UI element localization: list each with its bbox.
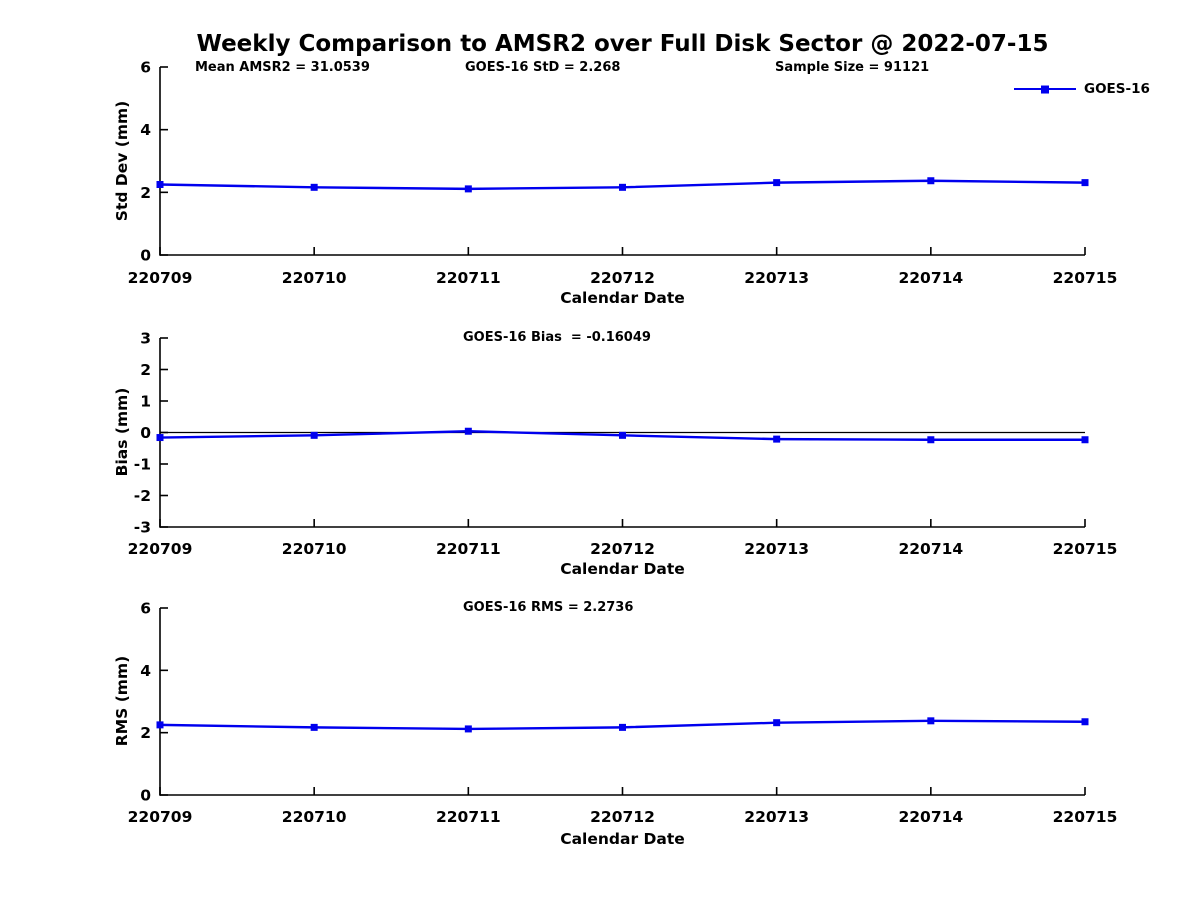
svg-text:2: 2 (140, 724, 151, 742)
svg-text:4: 4 (140, 121, 151, 139)
svg-text:220711: 220711 (436, 808, 501, 826)
svg-text:-2: -2 (134, 487, 151, 505)
svg-text:0: 0 (140, 247, 151, 265)
svg-text:220713: 220713 (744, 540, 809, 558)
svg-text:-1: -1 (134, 456, 151, 474)
svg-text:4: 4 (140, 662, 151, 680)
svg-text:220709: 220709 (128, 540, 193, 558)
svg-text:220713: 220713 (744, 269, 809, 287)
svg-text:220711: 220711 (436, 540, 501, 558)
svg-text:220712: 220712 (590, 540, 655, 558)
svg-text:0: 0 (140, 424, 151, 442)
svg-text:1: 1 (140, 393, 151, 411)
svg-text:220709: 220709 (128, 269, 193, 287)
svg-text:220713: 220713 (744, 808, 809, 826)
page-title: Weekly Comparison to AMSR2 over Full Dis… (196, 31, 1049, 57)
svg-text:220709: 220709 (128, 808, 193, 826)
svg-text:220714: 220714 (898, 269, 963, 287)
svg-text:220710: 220710 (282, 269, 347, 287)
svg-text:220715: 220715 (1053, 808, 1118, 826)
svg-text:-3: -3 (134, 519, 151, 537)
svg-text:220714: 220714 (898, 808, 963, 826)
svg-text:6: 6 (140, 600, 151, 618)
svg-text:220715: 220715 (1053, 540, 1118, 558)
svg-text:220712: 220712 (590, 808, 655, 826)
svg-text:2: 2 (140, 361, 151, 379)
svg-text:220711: 220711 (436, 269, 501, 287)
svg-text:6: 6 (140, 59, 151, 77)
svg-text:220715: 220715 (1053, 269, 1118, 287)
svg-text:220710: 220710 (282, 540, 347, 558)
svg-text:0: 0 (140, 787, 151, 805)
svg-text:220712: 220712 (590, 269, 655, 287)
svg-text:220714: 220714 (898, 540, 963, 558)
svg-text:2: 2 (140, 184, 151, 202)
svg-text:220710: 220710 (282, 808, 347, 826)
svg-text:3: 3 (140, 330, 151, 348)
